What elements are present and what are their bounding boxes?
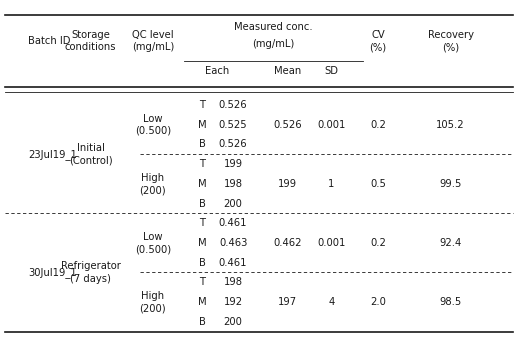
Text: Low
(0.500): Low (0.500) [135,114,171,136]
Text: 30Jul19_1: 30Jul19_1 [28,267,77,278]
Text: SD: SD [324,66,339,76]
Text: 199: 199 [224,159,242,169]
Text: Mean: Mean [274,66,301,76]
Text: 0.2: 0.2 [370,120,386,130]
Text: 198: 198 [224,277,242,287]
Text: 192: 192 [224,297,242,307]
Text: 0.2: 0.2 [370,238,386,248]
Text: B: B [198,258,206,268]
Text: 0.461: 0.461 [219,258,248,268]
Text: 0.525: 0.525 [219,120,248,130]
Text: 0.526: 0.526 [273,120,302,130]
Text: CV
(%): CV (%) [369,30,387,52]
Text: Initial
(Control): Initial (Control) [69,143,112,166]
Text: 0.5: 0.5 [370,179,386,189]
Text: 2.0: 2.0 [370,297,386,307]
Text: Batch ID: Batch ID [28,36,71,46]
Text: QC level
(mg/mL): QC level (mg/mL) [132,30,174,52]
Text: M: M [198,238,206,248]
Text: 0.463: 0.463 [219,238,247,248]
Text: 0.462: 0.462 [273,238,302,248]
Text: 23Jul19_1: 23Jul19_1 [28,149,77,160]
Text: 0.001: 0.001 [318,238,346,248]
Text: Recovery
(%): Recovery (%) [428,30,473,52]
Text: T: T [199,100,205,110]
Text: M: M [198,179,206,189]
Text: B: B [198,139,206,149]
Text: 105.2: 105.2 [436,120,465,130]
Text: 0.526: 0.526 [219,100,248,110]
Text: 99.5: 99.5 [439,179,462,189]
Text: 0.526: 0.526 [219,139,248,149]
Text: 197: 197 [278,297,297,307]
Text: T: T [199,218,205,228]
Text: 199: 199 [278,179,297,189]
Text: 92.4: 92.4 [440,238,462,248]
Text: Measured conc.: Measured conc. [234,22,312,32]
Text: 198: 198 [224,179,242,189]
Text: M: M [198,297,206,307]
Text: High
(200): High (200) [139,291,166,313]
Text: B: B [198,317,206,327]
Text: 200: 200 [224,199,242,208]
Text: 4: 4 [328,297,335,307]
Text: 0.461: 0.461 [219,218,248,228]
Text: Each: Each [206,66,229,76]
Text: High
(200): High (200) [139,173,166,195]
Text: B: B [198,199,206,208]
Text: 200: 200 [224,317,242,327]
Text: 98.5: 98.5 [440,297,462,307]
Text: M: M [198,120,206,130]
Text: 1: 1 [328,179,335,189]
Text: T: T [199,159,205,169]
Text: Low
(0.500): Low (0.500) [135,232,171,254]
Text: Storage
conditions: Storage conditions [65,30,117,52]
Text: T: T [199,277,205,287]
Text: Refrigerator
(7 days): Refrigerator (7 days) [61,261,121,284]
Text: 0.001: 0.001 [318,120,346,130]
Text: (mg/mL): (mg/mL) [252,39,294,49]
